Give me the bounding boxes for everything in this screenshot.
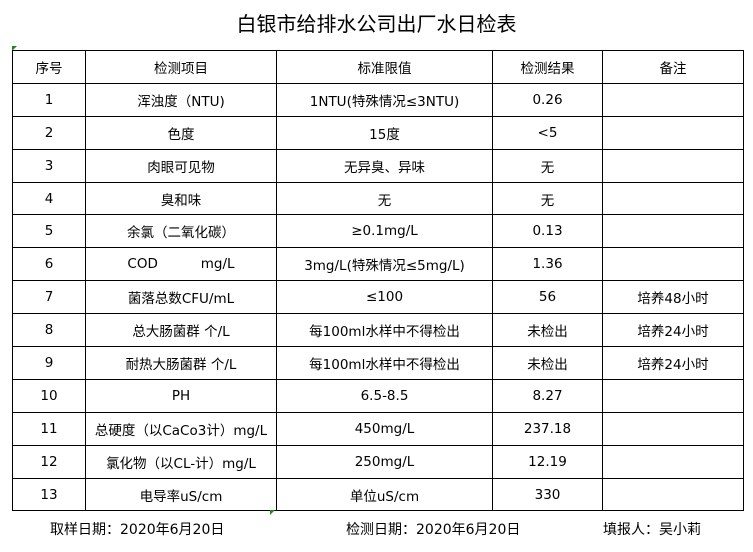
table-row: 6 COD mg/L 3mg/L(特殊情况≤5mg/L) 1.36 [12,247,744,282]
header-row: 序号 检测项目 标准限值 检测结果 备注 [12,50,744,84]
test-item-cell[interactable]: PH [85,378,277,413]
test-item-cell[interactable]: 总大肠菌群 个/L [85,313,277,348]
header-cell[interactable]: 备注 [602,50,744,84]
test-result-cell[interactable]: 无 [492,181,603,216]
standard-limit-cell[interactable]: 250mg/L [276,444,493,479]
test-item-cell[interactable]: 肉眼可见物 [85,148,277,183]
standard-limit-cell[interactable]: 单位uS/cm [276,477,493,512]
table-row: 9 耐热大肠菌群 个/L 每100ml水样中不得检出 未检出 培养24小时 [12,346,744,380]
test-result-cell[interactable]: 56 [492,280,603,315]
remark-cell[interactable] [602,181,744,216]
table-row: 4 臭和味无无 [12,181,744,216]
remark-cell[interactable] [602,444,744,479]
test-item-cell[interactable]: 色度 [85,115,277,150]
table-row: 1 浑浊度（NTU) 1NTU(特殊情况≤3NTU) 0.26 [12,82,744,117]
remark-cell[interactable] [602,411,744,446]
test-item-cell[interactable]: 电导率uS/cm [85,477,277,512]
header-cell[interactable]: 检测结果 [492,50,603,84]
row-number-cell[interactable]: 6 [12,247,86,282]
testing-date: 检测日期：2020年6月20日 [346,522,521,538]
header-cell[interactable]: 序号 [12,50,86,84]
table-row: 7 菌落总数CFU/mL ≤100 56 培养48小时 [12,280,744,315]
remark-cell[interactable] [602,115,744,150]
test-result-cell[interactable]: 0.13 [492,214,603,249]
row-number-cell[interactable]: 13 [12,477,86,512]
row-number-cell[interactable]: 7 [12,280,86,315]
row-number-cell[interactable]: 2 [12,115,86,150]
page-title: 白银市给排水公司出厂水日检表 [236,12,517,36]
test-result-cell[interactable]: 未检出 [492,346,603,380]
cell-marker [12,46,17,51]
row-number-cell[interactable]: 10 [12,378,86,413]
reporter: 填报人：吴小莉 [603,522,701,538]
row-number-cell[interactable]: 4 [12,181,86,216]
row-number-cell[interactable]: 1 [12,82,86,117]
row-number-cell[interactable]: 5 [12,214,86,249]
remark-cell[interactable] [602,378,744,413]
test-item-cell[interactable]: 余氯（二氧化碳） [85,214,277,249]
standard-limit-cell[interactable]: ≥0.1mg/L [276,214,493,249]
test-item-cell[interactable]: COD mg/L [85,247,277,282]
inspection-table: 序号 检测项目 标准限值 检测结果 备注 1 浑浊度（NTU) 1NTU(特殊情况≤… [12,50,744,512]
standard-limit-cell[interactable]: 450mg/L [276,411,493,446]
test-result-cell[interactable]: <5 [492,115,603,150]
remark-cell[interactable] [602,477,744,512]
test-result-cell[interactable]: 未检出 [492,313,603,348]
test-item-cell[interactable]: 菌落总数CFU/mL [85,280,277,315]
standard-limit-cell[interactable]: 每100ml水样中不得检出 [276,346,493,380]
remark-cell[interactable]: 培养24小时 [602,346,744,380]
standard-limit-cell[interactable]: 15度 [276,115,493,150]
remark-cell[interactable] [602,247,744,282]
standard-limit-cell[interactable]: 无异臭、异味 [276,148,493,183]
test-result-cell[interactable]: 330 [492,477,603,512]
remark-cell[interactable]: 培养48小时 [602,280,744,315]
remark-cell[interactable]: 培养24小时 [602,313,744,348]
table-row: 13 电导率uS/cm 单位uS/cm 330 [12,477,744,512]
remark-cell[interactable] [602,82,744,117]
test-item-cell[interactable]: 浑浊度（NTU) [85,82,277,117]
header-cell[interactable]: 标准限值 [276,50,493,84]
test-result-cell[interactable]: 237.18 [492,411,603,446]
standard-limit-cell[interactable]: 1NTU(特殊情况≤3NTU) [276,82,493,117]
table-row: 12 氯化物（以CL-计）mg/L 250mg/L 12.19 [12,444,744,479]
standard-limit-cell[interactable]: 每100ml水样中不得检出 [276,313,493,348]
test-result-cell[interactable]: 0.26 [492,82,603,117]
test-result-cell[interactable]: 无 [492,148,603,183]
test-item-cell[interactable]: 氯化物（以CL-计）mg/L [85,444,277,479]
table-row: 10 PH 6.5-8.5 8.27 [12,378,744,413]
test-item-cell[interactable]: 总硬度（以CaCo3计）mg/L [85,411,277,446]
test-result-cell[interactable]: 8.27 [492,378,603,413]
header-cell[interactable]: 检测项目 [85,50,277,84]
remark-cell[interactable] [602,148,744,183]
table-row: 2 色度 15度 <5 [12,115,744,150]
table-row: 3 肉眼可见物 无异臭、异味无 [12,148,744,183]
sampling-date: 取样日期：2020年6月20日 [50,522,225,538]
standard-limit-cell[interactable]: 6.5-8.5 [276,378,493,413]
row-number-cell[interactable]: 3 [12,148,86,183]
test-result-cell[interactable]: 1.36 [492,247,603,282]
test-item-cell[interactable]: 臭和味 [85,181,277,216]
standard-limit-cell[interactable]: ≤100 [276,280,493,315]
row-number-cell[interactable]: 8 [12,313,86,348]
row-number-cell[interactable]: 12 [12,444,86,479]
test-item-cell[interactable]: 耐热大肠菌群 个/L [85,346,277,380]
standard-limit-cell[interactable]: 3mg/L(特殊情况≤5mg/L) [276,247,493,282]
row-number-cell[interactable]: 9 [12,346,86,380]
row-number-cell[interactable]: 11 [12,411,86,446]
cell-marker [270,510,275,515]
test-result-cell[interactable]: 12.19 [492,444,603,479]
standard-limit-cell[interactable]: 无 [276,181,493,216]
table-row: 11 总硬度（以CaCo3计）mg/L 450mg/L 237.18 [12,411,744,446]
remark-cell[interactable] [602,214,744,249]
table-row: 5 余氯（二氧化碳） ≥0.1mg/L 0.13 [12,214,744,249]
table-row: 8 总大肠菌群 个/L 每100ml水样中不得检出 未检出 培养24小时 [12,313,744,348]
